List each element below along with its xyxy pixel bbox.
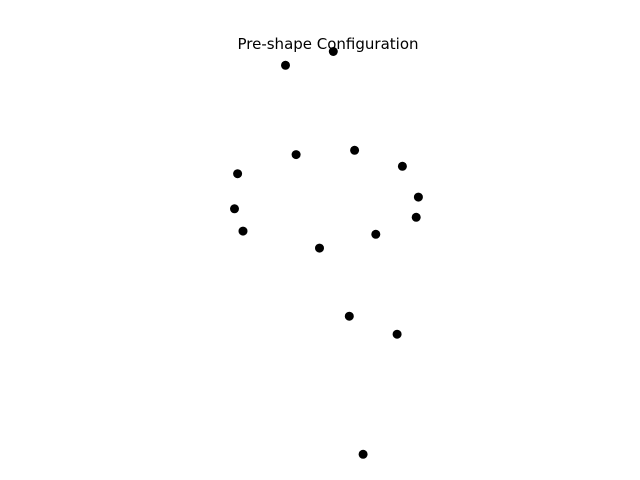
scatter-point-9 [413, 192, 423, 202]
scatter-point-10 [411, 212, 421, 222]
scatter-point-11 [238, 226, 248, 236]
scatter-point-4 [291, 150, 301, 160]
scatter-point-12 [371, 229, 381, 239]
scatter-point-15 [392, 329, 402, 339]
scatter-point-8 [230, 204, 239, 214]
scatter-point-14 [344, 311, 354, 321]
scatter-point-16 [358, 449, 368, 459]
scatter-point-6 [233, 169, 243, 179]
scatter-point-5 [350, 145, 360, 155]
scatter-point-7 [397, 161, 407, 171]
scatter-point-13 [315, 243, 324, 253]
scatter-point-3 [328, 47, 338, 56]
scatter-point-2 [281, 60, 290, 70]
chart-title: Pre-shape Configuration [237, 35, 419, 53]
